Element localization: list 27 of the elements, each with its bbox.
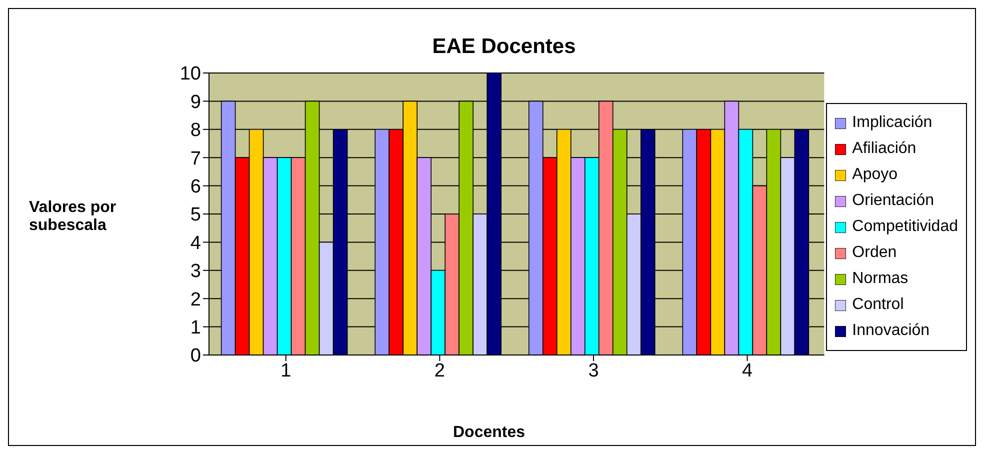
legend-label: Control	[852, 295, 904, 315]
y-tick-label: 7	[190, 148, 201, 170]
chart-title: EAE Docentes	[431, 35, 577, 59]
legend-label: Afiliación	[852, 139, 916, 159]
y-tick-label: 10	[180, 64, 201, 85]
y-tick-label: 9	[190, 92, 201, 113]
legend-label: Normas	[852, 269, 908, 289]
x-axis-title: Docentes	[452, 424, 526, 442]
y-tick-label: 3	[190, 261, 201, 282]
y-axis-title: Valores por subescala	[29, 199, 118, 235]
y-tick-label: 1	[190, 318, 201, 339]
y-tick-label: 4	[190, 232, 202, 254]
x-tick-label: 3	[588, 360, 599, 382]
y-tick-label: 5	[190, 204, 201, 226]
legend-label: Competitividad	[852, 217, 958, 237]
y-tick-label: 0	[190, 346, 201, 367]
legend-label: Implicación	[852, 113, 932, 133]
y-tick-label: 2	[190, 289, 201, 310]
legend-label: Orden	[852, 243, 897, 263]
x-tick-label: 1	[280, 360, 292, 382]
y-tick-label: 6	[190, 176, 201, 198]
y-tick-label: 8	[190, 120, 201, 142]
legend-label: Apoyo	[852, 165, 898, 185]
legend-label: Innovación	[852, 321, 930, 341]
legend-label: Orientación	[852, 191, 934, 211]
x-tick-label: 4	[742, 360, 753, 382]
x-tick-label: 2	[434, 360, 445, 382]
